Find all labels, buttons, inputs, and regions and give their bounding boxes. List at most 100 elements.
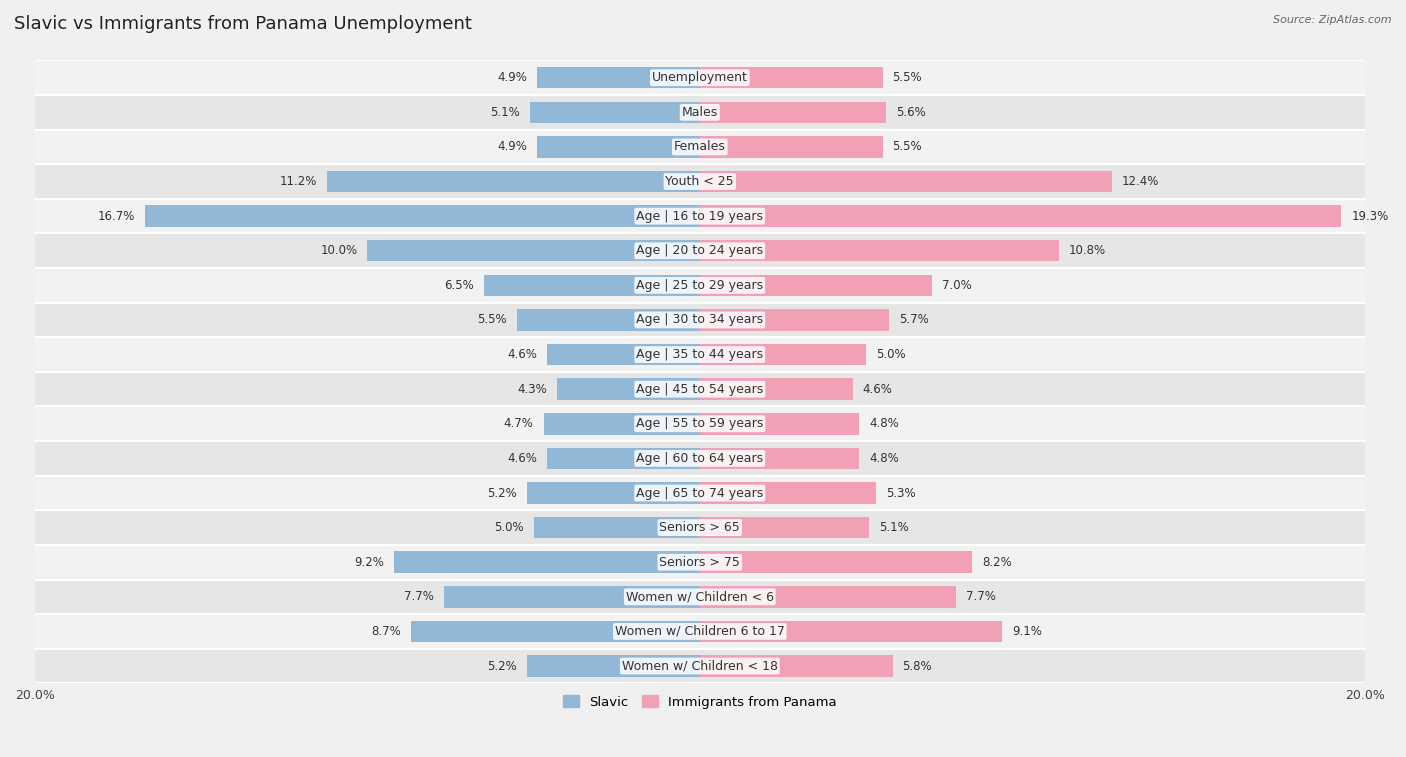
Bar xyxy=(35,233,1365,268)
Text: 19.3%: 19.3% xyxy=(1351,210,1389,223)
Text: 5.5%: 5.5% xyxy=(893,71,922,84)
Bar xyxy=(35,338,1365,372)
Bar xyxy=(537,136,700,157)
Bar xyxy=(35,129,1365,164)
Bar xyxy=(35,164,1365,199)
Text: 9.1%: 9.1% xyxy=(1012,625,1042,638)
Bar xyxy=(145,205,700,227)
Bar xyxy=(394,552,700,573)
Text: 5.5%: 5.5% xyxy=(478,313,508,326)
Bar xyxy=(547,447,700,469)
Text: 9.2%: 9.2% xyxy=(354,556,384,569)
Text: 10.8%: 10.8% xyxy=(1069,245,1107,257)
Text: 7.7%: 7.7% xyxy=(404,590,434,603)
Text: 8.2%: 8.2% xyxy=(983,556,1012,569)
Text: 5.0%: 5.0% xyxy=(494,521,523,534)
Text: Age | 30 to 34 years: Age | 30 to 34 years xyxy=(637,313,763,326)
Text: 6.5%: 6.5% xyxy=(444,279,474,292)
Bar xyxy=(700,447,859,469)
Text: 4.6%: 4.6% xyxy=(508,452,537,465)
Bar xyxy=(527,656,700,677)
Bar xyxy=(35,372,1365,407)
Bar xyxy=(35,545,1365,580)
Bar xyxy=(700,240,1059,261)
Text: 7.0%: 7.0% xyxy=(942,279,972,292)
Bar xyxy=(35,475,1365,510)
Text: Age | 55 to 59 years: Age | 55 to 59 years xyxy=(636,417,763,430)
Bar xyxy=(700,171,1112,192)
Text: 12.4%: 12.4% xyxy=(1122,175,1160,188)
Text: 4.8%: 4.8% xyxy=(869,452,898,465)
Text: Women w/ Children < 6: Women w/ Children < 6 xyxy=(626,590,773,603)
Bar xyxy=(700,413,859,435)
Text: 5.8%: 5.8% xyxy=(903,659,932,672)
Bar xyxy=(700,482,876,503)
Text: Seniors > 65: Seniors > 65 xyxy=(659,521,740,534)
Text: 4.3%: 4.3% xyxy=(517,383,547,396)
Bar xyxy=(35,95,1365,129)
Text: Females: Females xyxy=(673,141,725,154)
Text: 5.7%: 5.7% xyxy=(900,313,929,326)
Text: Seniors > 75: Seniors > 75 xyxy=(659,556,740,569)
Bar xyxy=(700,275,932,296)
Bar xyxy=(700,205,1341,227)
Bar xyxy=(544,413,700,435)
Text: 5.3%: 5.3% xyxy=(886,487,915,500)
Text: Women w/ Children 6 to 17: Women w/ Children 6 to 17 xyxy=(614,625,785,638)
Bar xyxy=(328,171,700,192)
Bar xyxy=(35,61,1365,95)
Bar xyxy=(700,656,893,677)
Bar xyxy=(700,621,1002,642)
Text: 8.7%: 8.7% xyxy=(371,625,401,638)
Text: 4.9%: 4.9% xyxy=(498,71,527,84)
Text: 5.2%: 5.2% xyxy=(488,487,517,500)
Text: Age | 65 to 74 years: Age | 65 to 74 years xyxy=(636,487,763,500)
Bar xyxy=(700,136,883,157)
Text: 4.6%: 4.6% xyxy=(863,383,893,396)
Text: 4.8%: 4.8% xyxy=(869,417,898,430)
Bar xyxy=(411,621,700,642)
Bar xyxy=(700,101,886,123)
Bar xyxy=(35,580,1365,614)
Bar xyxy=(444,586,700,608)
Text: Males: Males xyxy=(682,106,718,119)
Bar xyxy=(537,67,700,89)
Text: Age | 60 to 64 years: Age | 60 to 64 years xyxy=(637,452,763,465)
Legend: Slavic, Immigrants from Panama: Slavic, Immigrants from Panama xyxy=(558,690,842,714)
Bar xyxy=(367,240,700,261)
Text: 11.2%: 11.2% xyxy=(280,175,318,188)
Bar xyxy=(35,510,1365,545)
Text: Age | 25 to 29 years: Age | 25 to 29 years xyxy=(637,279,763,292)
Bar xyxy=(557,378,700,400)
Text: Women w/ Children < 18: Women w/ Children < 18 xyxy=(621,659,778,672)
Bar xyxy=(530,101,700,123)
Text: 5.6%: 5.6% xyxy=(896,106,925,119)
Text: 5.1%: 5.1% xyxy=(879,521,910,534)
Bar xyxy=(534,517,700,538)
Text: 4.9%: 4.9% xyxy=(498,141,527,154)
Text: 4.7%: 4.7% xyxy=(503,417,534,430)
Bar xyxy=(700,310,889,331)
Bar xyxy=(35,614,1365,649)
Bar xyxy=(700,517,869,538)
Bar xyxy=(35,407,1365,441)
Text: Age | 20 to 24 years: Age | 20 to 24 years xyxy=(637,245,763,257)
Bar xyxy=(35,649,1365,684)
Text: 5.2%: 5.2% xyxy=(488,659,517,672)
Bar xyxy=(484,275,700,296)
Text: 5.1%: 5.1% xyxy=(491,106,520,119)
Bar xyxy=(547,344,700,366)
Text: 16.7%: 16.7% xyxy=(97,210,135,223)
Text: Age | 16 to 19 years: Age | 16 to 19 years xyxy=(637,210,763,223)
Text: 5.0%: 5.0% xyxy=(876,348,905,361)
Bar xyxy=(35,199,1365,233)
Text: Slavic vs Immigrants from Panama Unemployment: Slavic vs Immigrants from Panama Unemplo… xyxy=(14,15,472,33)
Bar xyxy=(700,344,866,366)
Bar xyxy=(700,552,973,573)
Text: 10.0%: 10.0% xyxy=(321,245,357,257)
Bar xyxy=(35,441,1365,475)
Bar xyxy=(35,268,1365,303)
Bar xyxy=(700,586,956,608)
Text: Unemployment: Unemployment xyxy=(652,71,748,84)
Text: Youth < 25: Youth < 25 xyxy=(665,175,734,188)
